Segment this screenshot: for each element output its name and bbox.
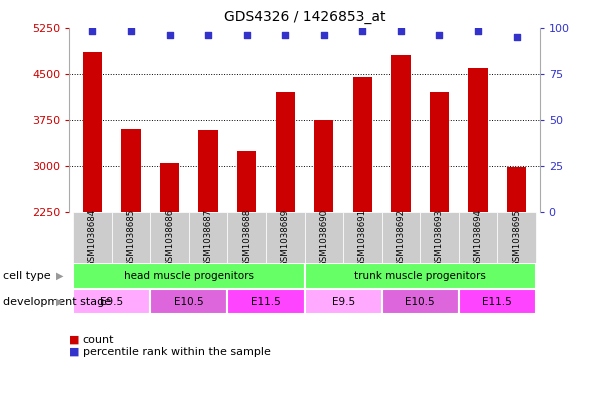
Point bbox=[512, 33, 522, 40]
Bar bbox=[237, 151, 256, 212]
Bar bbox=[497, 212, 536, 263]
Text: ▶: ▶ bbox=[56, 271, 63, 281]
Text: GSM1038694: GSM1038694 bbox=[473, 209, 482, 267]
Bar bbox=[314, 120, 333, 212]
Point bbox=[358, 28, 367, 34]
Bar bbox=[420, 212, 459, 263]
Bar bbox=[459, 289, 536, 314]
Bar bbox=[83, 52, 102, 212]
Point bbox=[280, 32, 290, 38]
Text: GSM1038686: GSM1038686 bbox=[165, 209, 174, 267]
Text: head muscle progenitors: head muscle progenitors bbox=[124, 271, 254, 281]
Bar bbox=[276, 92, 295, 212]
Point bbox=[126, 28, 136, 34]
Bar bbox=[305, 212, 343, 263]
Bar bbox=[305, 289, 382, 314]
Bar bbox=[227, 289, 305, 314]
Text: E11.5: E11.5 bbox=[251, 297, 281, 307]
Point bbox=[242, 32, 251, 38]
Bar bbox=[150, 289, 227, 314]
Bar bbox=[73, 212, 112, 263]
Text: ▶: ▶ bbox=[56, 297, 63, 307]
Text: count: count bbox=[83, 335, 114, 345]
Text: GSM1038690: GSM1038690 bbox=[320, 209, 328, 267]
Bar bbox=[382, 212, 420, 263]
Text: ■: ■ bbox=[69, 335, 80, 345]
Text: GSM1038692: GSM1038692 bbox=[396, 209, 405, 267]
Text: GSM1038689: GSM1038689 bbox=[281, 209, 289, 267]
Text: cell type: cell type bbox=[3, 271, 51, 281]
Text: GSM1038685: GSM1038685 bbox=[127, 209, 136, 267]
Bar bbox=[160, 163, 179, 212]
Bar bbox=[112, 212, 150, 263]
Text: E9.5: E9.5 bbox=[332, 297, 355, 307]
Bar bbox=[353, 77, 372, 212]
Bar bbox=[150, 212, 189, 263]
Point bbox=[165, 32, 174, 38]
Bar bbox=[121, 129, 140, 212]
Bar bbox=[73, 263, 305, 289]
Text: E9.5: E9.5 bbox=[100, 297, 124, 307]
Point bbox=[87, 28, 97, 34]
Bar bbox=[459, 212, 497, 263]
Text: E10.5: E10.5 bbox=[174, 297, 204, 307]
Point bbox=[473, 28, 483, 34]
Point bbox=[319, 32, 329, 38]
Text: GSM1038687: GSM1038687 bbox=[204, 209, 213, 267]
Bar bbox=[266, 212, 305, 263]
Title: GDS4326 / 1426853_at: GDS4326 / 1426853_at bbox=[224, 10, 385, 24]
Text: GSM1038695: GSM1038695 bbox=[512, 209, 521, 267]
Point bbox=[203, 32, 213, 38]
Text: development stage: development stage bbox=[3, 297, 111, 307]
Bar bbox=[343, 212, 382, 263]
Text: percentile rank within the sample: percentile rank within the sample bbox=[83, 347, 271, 357]
Text: E11.5: E11.5 bbox=[482, 297, 512, 307]
Bar bbox=[469, 68, 488, 212]
Bar bbox=[305, 263, 536, 289]
Text: E10.5: E10.5 bbox=[405, 297, 435, 307]
Bar bbox=[507, 167, 526, 212]
Text: GSM1038691: GSM1038691 bbox=[358, 209, 367, 267]
Text: GSM1038684: GSM1038684 bbox=[88, 209, 97, 267]
Bar bbox=[227, 212, 266, 263]
Point bbox=[435, 32, 444, 38]
Bar bbox=[430, 92, 449, 212]
Bar bbox=[189, 212, 227, 263]
Text: GSM1038693: GSM1038693 bbox=[435, 209, 444, 267]
Bar bbox=[73, 289, 150, 314]
Text: ■: ■ bbox=[69, 347, 80, 357]
Bar bbox=[198, 130, 218, 212]
Bar bbox=[382, 289, 459, 314]
Bar bbox=[391, 55, 411, 212]
Point bbox=[396, 28, 406, 34]
Text: trunk muscle progenitors: trunk muscle progenitors bbox=[354, 271, 486, 281]
Text: GSM1038688: GSM1038688 bbox=[242, 209, 251, 267]
